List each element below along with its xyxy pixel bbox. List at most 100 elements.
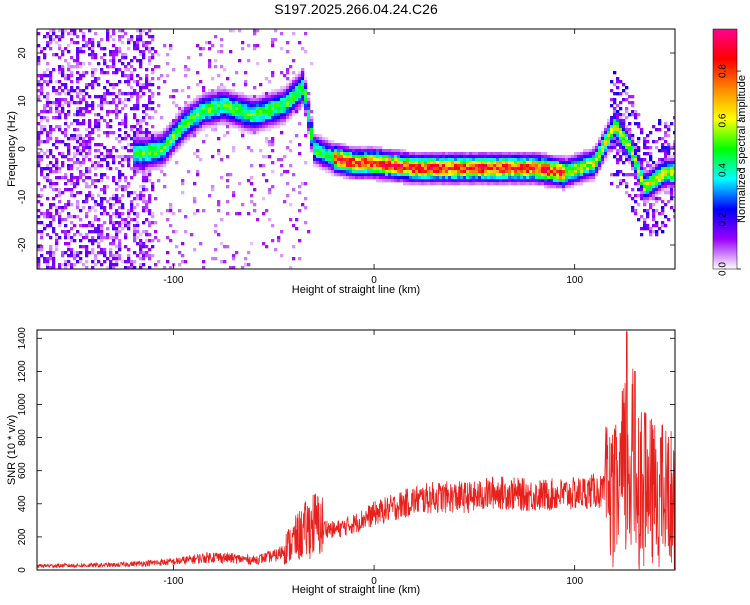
heatmap-cell (562, 182, 566, 186)
heatmap-cell (253, 29, 257, 33)
heatmap-cell (112, 83, 116, 87)
heatmap-cell (127, 182, 131, 186)
heatmap-cell (286, 182, 290, 186)
heatmap-cell (445, 164, 449, 168)
heatmap-cell (64, 29, 68, 33)
heatmap-cell (283, 170, 287, 174)
heatmap-cell (184, 134, 188, 138)
heatmap-cell (55, 236, 59, 240)
heatmap-cell (238, 107, 242, 111)
heatmap-cell (361, 155, 365, 159)
heatmap-cell (304, 110, 308, 114)
heatmap-cell (520, 158, 524, 162)
heatmap-cell (262, 122, 266, 126)
heatmap-cell (553, 173, 557, 177)
heatmap-cell (202, 89, 206, 93)
heatmap-cell (379, 179, 383, 183)
heatmap-cell (136, 119, 140, 123)
heatmap-cell (58, 224, 62, 228)
heatmap-cell (166, 152, 170, 156)
heatmap-cell (328, 149, 332, 153)
heatmap-cell (40, 254, 44, 258)
heatmap-cell (196, 71, 200, 75)
heatmap-cell (139, 134, 143, 138)
heatmap-cell (412, 164, 416, 168)
heatmap-cell (667, 185, 671, 189)
heatmap-cell (667, 146, 671, 150)
heatmap-cell (361, 176, 365, 180)
heatmap-cell (88, 83, 92, 87)
heatmap-cell (322, 152, 326, 156)
heatmap-cell (52, 128, 56, 132)
heatmap-cell (316, 134, 320, 138)
heatmap-cell (235, 110, 239, 114)
heatmap-cell (421, 179, 425, 183)
heatmap-cell (523, 161, 527, 165)
colorbar-tick-label: 0.2 (718, 212, 729, 226)
heatmap-cell (616, 134, 620, 138)
heatmap-cell (130, 155, 134, 159)
heatmap-cell (181, 143, 185, 147)
heatmap-cell (46, 212, 50, 216)
heatmap-cell (544, 182, 548, 186)
heatmap-cell (190, 116, 194, 120)
heatmap-cell (352, 146, 356, 150)
heatmap-cell (100, 224, 104, 228)
heatmap-cell (187, 68, 191, 72)
heatmap-cell (637, 170, 641, 174)
heatmap-cell (217, 110, 221, 114)
heatmap-cell (613, 83, 617, 87)
heatmap-cell (100, 227, 104, 231)
heatmap-cell (124, 65, 128, 69)
heatmap-cell (661, 179, 665, 183)
heatmap-cell (403, 176, 407, 180)
heatmap-cell (91, 47, 95, 51)
heatmap-cell (280, 71, 284, 75)
heatmap-cell (154, 161, 158, 165)
heatmap-cell (172, 89, 176, 93)
heatmap-cell (367, 167, 371, 171)
heatmap-cell (139, 131, 143, 135)
heatmap-cell (136, 221, 140, 225)
heatmap-cell (91, 50, 95, 54)
heatmap-cell (433, 167, 437, 171)
heatmap-cell (439, 182, 443, 186)
heatmap-cell (247, 44, 251, 48)
heatmap-cell (436, 173, 440, 177)
heatmap-cell (106, 110, 110, 114)
heatmap-cell (304, 101, 308, 105)
heatmap-cell (373, 146, 377, 150)
heatmap-cell (118, 254, 122, 258)
snr-frame (36, 329, 676, 571)
heatmap-cell (586, 173, 590, 177)
heatmap-cell (265, 140, 269, 144)
heatmap-cell (103, 98, 107, 102)
heatmap-cell (361, 146, 365, 150)
heatmap-cell (70, 266, 74, 269)
heatmap-cell (127, 68, 131, 72)
heatmap-cell (328, 152, 332, 156)
heatmap-cell (202, 128, 206, 132)
heatmap-cell (121, 155, 125, 159)
heatmap-cell (100, 101, 104, 105)
heatmap-cell (571, 170, 575, 174)
heatmap-cell (295, 77, 299, 81)
heatmap-cell (196, 122, 200, 126)
heatmap-cell (616, 185, 620, 189)
heatmap-cell (142, 188, 146, 192)
heatmap-cell (421, 176, 425, 180)
heatmap-cell (247, 179, 251, 183)
heatmap-cell (607, 122, 611, 126)
heatmap-cell (220, 218, 224, 222)
heatmap-cell (145, 167, 149, 171)
heatmap-cell (256, 98, 260, 102)
heatmap-cell (559, 155, 563, 159)
snr-y-tick-label: 0 (17, 567, 28, 573)
heatmap-cell (193, 182, 197, 186)
heatmap-cell (52, 38, 56, 42)
heatmap-cell (157, 137, 161, 141)
heatmap-cell (106, 32, 110, 36)
heatmap-cell (616, 80, 620, 84)
heatmap-cell (127, 74, 131, 78)
heatmap-cell (331, 143, 335, 147)
